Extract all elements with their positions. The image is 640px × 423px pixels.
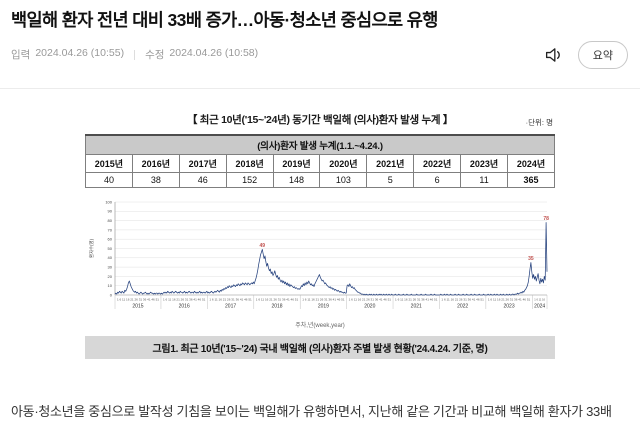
figure-caption: 그림1. 최근 10년('15~'24) 국내 백일해 (의사)환자 주별 발생… bbox=[85, 335, 555, 359]
svg-text:40: 40 bbox=[108, 255, 113, 260]
svg-text:1 6 11 16 21 26 31 36 41 46 51: 1 6 11 16 21 26 31 36 41 46 51 bbox=[349, 297, 392, 301]
svg-text:2019: 2019 bbox=[318, 303, 329, 309]
value-cell: 6 bbox=[413, 171, 462, 188]
year-cell: 2020년 bbox=[319, 153, 368, 173]
weekly-line-chart: 0 10 20 30 40 50 60 70 80 90 100 환자수(명) 1 6 11 16 21… bbox=[88, 199, 549, 309]
svg-text:2016: 2016 bbox=[179, 303, 190, 309]
cumulative-cases-table: (의사)환자 발생 누계(1.1.~4.24.) 2015년 2016년 201… bbox=[85, 133, 555, 188]
article-dates: 입력 2024.04.26 (10:55) 수정 2024.04.26 (10:… bbox=[11, 47, 258, 62]
year-cell: 2023년 bbox=[460, 153, 509, 173]
merged-header-cell: (의사)환자 발생 누계(1.1.~4.24.) bbox=[85, 134, 555, 155]
svg-text:20: 20 bbox=[108, 274, 113, 279]
figure-title-row: 【 최근 10년('15~'24년) 동기간 백일해 (의사)환자 발생 누계 … bbox=[85, 110, 555, 128]
article-figure: 【 최근 10년('15~'24년) 동기간 백일해 (의사)환자 발생 누계 … bbox=[85, 109, 555, 359]
year-cell: 2015년 bbox=[85, 153, 133, 173]
svg-text:1 6 11 16 21 26 31 36 41 46 51: 1 6 11 16 21 26 31 36 41 46 51 bbox=[488, 297, 531, 301]
text-to-speech-button[interactable] bbox=[542, 44, 566, 66]
svg-text:1 6 11 16 21 26 31 36 41 46 51: 1 6 11 16 21 26 31 36 41 46 51 bbox=[117, 297, 160, 301]
svg-text:50: 50 bbox=[108, 246, 113, 251]
weekly-cases-chart: 0 10 20 30 40 50 60 70 80 90 100 환자수(명) 1 6 11 16 21… bbox=[85, 195, 555, 329]
table-title: 【 최근 10년('15~'24년) 동기간 백일해 (의사)환자 발생 누계 … bbox=[186, 113, 454, 126]
page-title: 백일해 환자 전년 대비 33배 증가…아동·청소년 중심으로 유행 bbox=[11, 10, 438, 30]
svg-text:1 6 11 16 21 26 31 36 41 46 51: 1 6 11 16 21 26 31 36 41 46 51 bbox=[395, 297, 438, 301]
svg-text:2024: 2024 bbox=[534, 303, 545, 309]
svg-text:2023: 2023 bbox=[504, 303, 515, 309]
svg-text:2022: 2022 bbox=[457, 303, 468, 309]
year-cell: 2019년 bbox=[272, 153, 321, 173]
value-cell: 11 bbox=[460, 171, 509, 188]
svg-text:100: 100 bbox=[105, 199, 112, 204]
table-merged-header-row: (의사)환자 발생 누계(1.1.~4.24.) bbox=[85, 134, 555, 155]
svg-text:2017: 2017 bbox=[225, 303, 236, 309]
year-cell: 2024년 bbox=[507, 153, 555, 173]
svg-text:35: 35 bbox=[528, 256, 534, 262]
year-cell: 2016년 bbox=[131, 153, 180, 173]
year-cell: 2018년 bbox=[225, 153, 274, 173]
speaker-icon bbox=[544, 47, 564, 67]
svg-text:환자수(명): 환자수(명) bbox=[88, 238, 95, 258]
svg-text:1 6 11 16 21 26 31 36 41 46 51: 1 6 11 16 21 26 31 36 41 46 51 bbox=[209, 297, 252, 301]
svg-text:60: 60 bbox=[108, 236, 113, 241]
year-cell: 2017년 bbox=[178, 153, 227, 173]
x-axis-title: 주차,년(week,year) bbox=[295, 322, 345, 329]
svg-text:30: 30 bbox=[108, 264, 113, 269]
svg-text:1 6 11 16 21 26 31 36 41 46 51: 1 6 11 16 21 26 31 36 41 46 51 bbox=[163, 297, 206, 301]
table-year-row: 2015년 2016년 2017년 2018년 2019년 2020년 2021… bbox=[85, 153, 555, 173]
svg-text:1 6 11 16 21 26 31 36 41 46 51: 1 6 11 16 21 26 31 36 41 46 51 bbox=[302, 297, 345, 301]
svg-text:10: 10 bbox=[108, 283, 113, 288]
article-paragraph: 아동·청소년을 중심으로 발작성 기침을 보이는 백일해가 유행하면서, 지난해… bbox=[11, 403, 612, 419]
svg-text:2021: 2021 bbox=[411, 303, 422, 309]
svg-text:1 6 11 16: 1 6 11 16 bbox=[534, 297, 545, 301]
article-meta-row: 입력 2024.04.26 (10:55) 수정 2024.04.26 (10:… bbox=[0, 32, 640, 69]
value-cell-current-year: 365 bbox=[507, 171, 555, 188]
table-value-row: 40 38 46 152 148 103 5 6 11 365 bbox=[85, 171, 555, 188]
value-cell: 148 bbox=[272, 171, 321, 188]
updated-label: 수정 bbox=[145, 49, 165, 62]
summary-button[interactable]: 요약 bbox=[577, 40, 628, 69]
meta-divider bbox=[134, 49, 136, 60]
value-cell: 103 bbox=[319, 171, 368, 188]
header-divider bbox=[0, 87, 640, 89]
value-cell: 46 bbox=[178, 171, 227, 188]
svg-text:90: 90 bbox=[108, 208, 113, 213]
published-label: 입력 bbox=[11, 49, 31, 62]
svg-text:80: 80 bbox=[108, 218, 113, 223]
svg-text:49: 49 bbox=[259, 243, 265, 249]
svg-text:1 6 11 16 21 26 31 36 41 46 51: 1 6 11 16 21 26 31 36 41 46 51 bbox=[256, 297, 299, 301]
svg-text:2020: 2020 bbox=[364, 303, 375, 309]
year-cell: 2022년 bbox=[413, 153, 462, 173]
svg-text:0: 0 bbox=[110, 292, 113, 297]
svg-text:2018: 2018 bbox=[271, 303, 282, 309]
svg-text:2015: 2015 bbox=[132, 303, 143, 309]
svg-text:70: 70 bbox=[108, 227, 113, 232]
year-cell: 2021년 bbox=[366, 153, 415, 173]
value-cell: 38 bbox=[131, 171, 180, 188]
svg-text:78: 78 bbox=[543, 216, 549, 222]
svg-text:1 6 11 16 21 26 31 36 41 46 51: 1 6 11 16 21 26 31 36 41 46 51 bbox=[441, 297, 484, 301]
unit-note: ·단위: 명 bbox=[525, 117, 553, 127]
published-datetime: 2024.04.26 (10:55) bbox=[35, 47, 125, 60]
value-cell: 5 bbox=[366, 171, 415, 188]
updated-datetime: 2024.04.26 (10:58) bbox=[169, 47, 259, 60]
value-cell: 152 bbox=[225, 171, 274, 188]
value-cell: 40 bbox=[85, 171, 133, 188]
